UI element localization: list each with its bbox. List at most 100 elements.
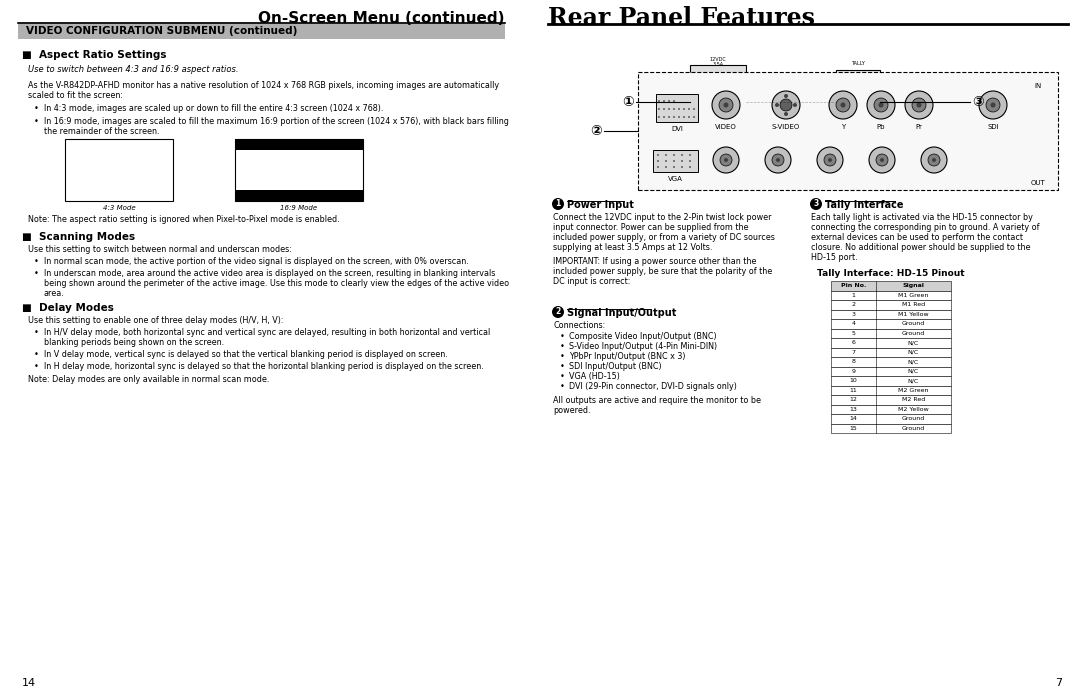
Circle shape [775,103,779,107]
Circle shape [847,105,850,108]
Text: •: • [561,382,565,391]
Text: 13: 13 [850,407,858,412]
Text: •: • [561,362,565,371]
Circle shape [724,158,728,162]
Text: All outputs are active and require the monitor to be: All outputs are active and require the m… [553,396,761,405]
Text: Pb: Pb [877,124,886,130]
Text: N/C: N/C [908,340,919,346]
Text: DC input is correct:: DC input is correct: [553,277,631,286]
Circle shape [866,96,869,98]
Text: Pr: Pr [916,124,922,130]
Circle shape [860,105,863,108]
Text: Pin No.: Pin No. [841,283,866,288]
FancyBboxPatch shape [831,376,951,385]
Text: ■  Scanning Modes: ■ Scanning Modes [22,232,135,242]
Circle shape [658,116,660,118]
Circle shape [673,166,675,168]
FancyBboxPatch shape [65,139,173,201]
Circle shape [720,154,732,166]
Circle shape [683,116,685,118]
Text: HD-15 port.: HD-15 port. [811,253,858,262]
Circle shape [840,103,846,107]
Text: area.: area. [44,289,65,298]
Text: ■  Aspect Ratio Settings: ■ Aspect Ratio Settings [22,50,166,60]
Text: 4: 4 [851,321,855,326]
Text: YPbPr Input/Output (BNC x 3): YPbPr Input/Output (BNC x 3) [569,352,686,361]
Circle shape [552,198,564,210]
Text: external devices can be used to perform the contact: external devices can be used to perform … [811,233,1023,242]
FancyBboxPatch shape [842,92,874,120]
Text: 1: 1 [555,200,561,209]
Circle shape [713,147,739,173]
Text: M1 Red: M1 Red [902,302,926,307]
Text: •: • [33,104,39,113]
Circle shape [673,108,675,110]
Text: ②: ② [590,124,602,138]
Text: Connections:: Connections: [553,321,605,330]
Text: 3: 3 [813,200,819,209]
Circle shape [905,91,933,119]
Text: connecting the corresponding pin to ground. A variety of: connecting the corresponding pin to grou… [811,223,1039,232]
Circle shape [724,103,729,107]
Text: 14: 14 [850,416,858,422]
Text: DVI: DVI [671,126,683,132]
Circle shape [712,91,740,119]
Text: being shown around the perimeter of the active image. Use this mode to clearly v: being shown around the perimeter of the … [44,279,509,288]
Circle shape [912,98,926,112]
FancyBboxPatch shape [831,290,951,300]
Circle shape [793,103,797,107]
Text: Ground: Ground [902,416,926,422]
Text: 2: 2 [555,308,561,316]
Circle shape [917,103,921,107]
Text: 12: 12 [850,397,858,402]
Text: In normal scan mode, the active portion of the video signal is displayed on the : In normal scan mode, the active portion … [44,257,469,266]
Circle shape [665,154,667,156]
Text: VIDEO: VIDEO [715,124,737,130]
Text: Y: Y [841,124,846,130]
Circle shape [552,306,564,318]
Circle shape [665,166,667,168]
Circle shape [678,116,680,118]
Text: In H delay mode, horizontal sync is delayed so that the horizontal blanking peri: In H delay mode, horizontal sync is dela… [44,362,484,371]
Circle shape [772,91,800,119]
FancyBboxPatch shape [18,22,505,39]
Circle shape [777,158,780,162]
Text: 12VDC: 12VDC [710,57,727,62]
Circle shape [784,94,788,98]
Text: •: • [33,328,39,337]
Circle shape [928,154,940,166]
Circle shape [876,154,888,166]
Circle shape [663,100,665,102]
Circle shape [765,147,791,173]
Text: Ground: Ground [902,321,926,326]
Text: VGA: VGA [667,176,683,182]
Text: scaled to fit the screen:: scaled to fit the screen: [28,91,123,100]
Text: M2 Yellow: M2 Yellow [899,407,929,412]
Text: input connector. Power can be supplied from the: input connector. Power can be supplied f… [553,223,748,232]
Circle shape [689,160,691,162]
Text: In H/V delay mode, both horizontal sync and vertical sync are delayed, resulting: In H/V delay mode, both horizontal sync … [44,328,490,337]
Text: IN: IN [1035,83,1041,89]
FancyBboxPatch shape [831,348,951,357]
Text: 5: 5 [851,331,855,336]
Text: •: • [561,332,565,341]
Text: 3: 3 [851,312,855,317]
Text: •: • [561,352,565,361]
Circle shape [693,108,696,110]
Circle shape [847,96,850,98]
Text: •: • [561,372,565,381]
Text: Use this setting to switch between normal and underscan modes:: Use this setting to switch between norma… [28,245,292,254]
Circle shape [711,88,725,102]
Text: OUT: OUT [1030,180,1045,186]
Text: On-Screen Menu (continued): On-Screen Menu (continued) [258,11,505,26]
Text: •: • [33,257,39,266]
FancyBboxPatch shape [831,329,951,338]
Circle shape [657,166,659,168]
Text: 3.5A: 3.5A [713,62,724,67]
Circle shape [810,198,822,210]
Text: Power Input: Power Input [567,200,634,210]
Circle shape [816,147,843,173]
Text: included power supply, or from a variety of DC sources: included power supply, or from a variety… [553,233,774,242]
Circle shape [689,154,691,156]
Circle shape [990,103,996,107]
